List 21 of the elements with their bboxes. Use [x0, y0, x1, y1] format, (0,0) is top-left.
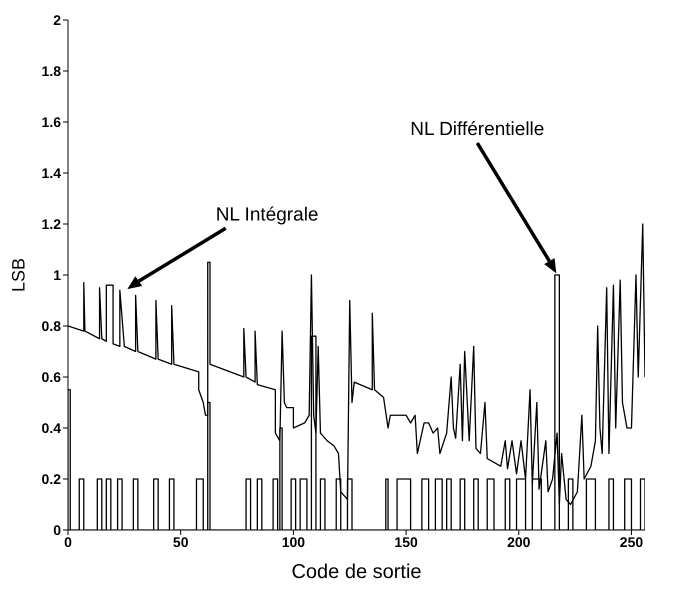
- x-tick-label: 250: [620, 534, 644, 550]
- y-tick-label: 1.6: [42, 114, 62, 130]
- y-tick-label: 0.6: [42, 368, 62, 385]
- y-tick-label: 1.2: [42, 216, 62, 232]
- x-tick-label: 200: [507, 534, 531, 550]
- y-tick-label: 1.8: [42, 62, 62, 79]
- y-tick-label: 0.8: [42, 318, 62, 334]
- y-tick-label: 1: [53, 266, 62, 283]
- x-tick-label: 100: [282, 534, 306, 550]
- x-tick-label: 150: [394, 534, 418, 550]
- y-tick-label: 0: [53, 522, 62, 538]
- annotation: NL Différentielle: [410, 119, 544, 140]
- y-axis-title: LSB: [8, 258, 28, 292]
- y-tick-label: 0.2: [42, 470, 62, 487]
- y-tick-label: 1.4: [42, 164, 62, 181]
- y-tick-label: 2: [53, 12, 62, 28]
- annotation: NL Intégrale: [216, 204, 319, 226]
- x-tick-label: 0: [64, 534, 72, 550]
- x-axis-title: Code de sortie: [291, 561, 422, 583]
- y-tick-label: 0.4: [42, 420, 62, 436]
- x-tick-label: 50: [172, 534, 189, 550]
